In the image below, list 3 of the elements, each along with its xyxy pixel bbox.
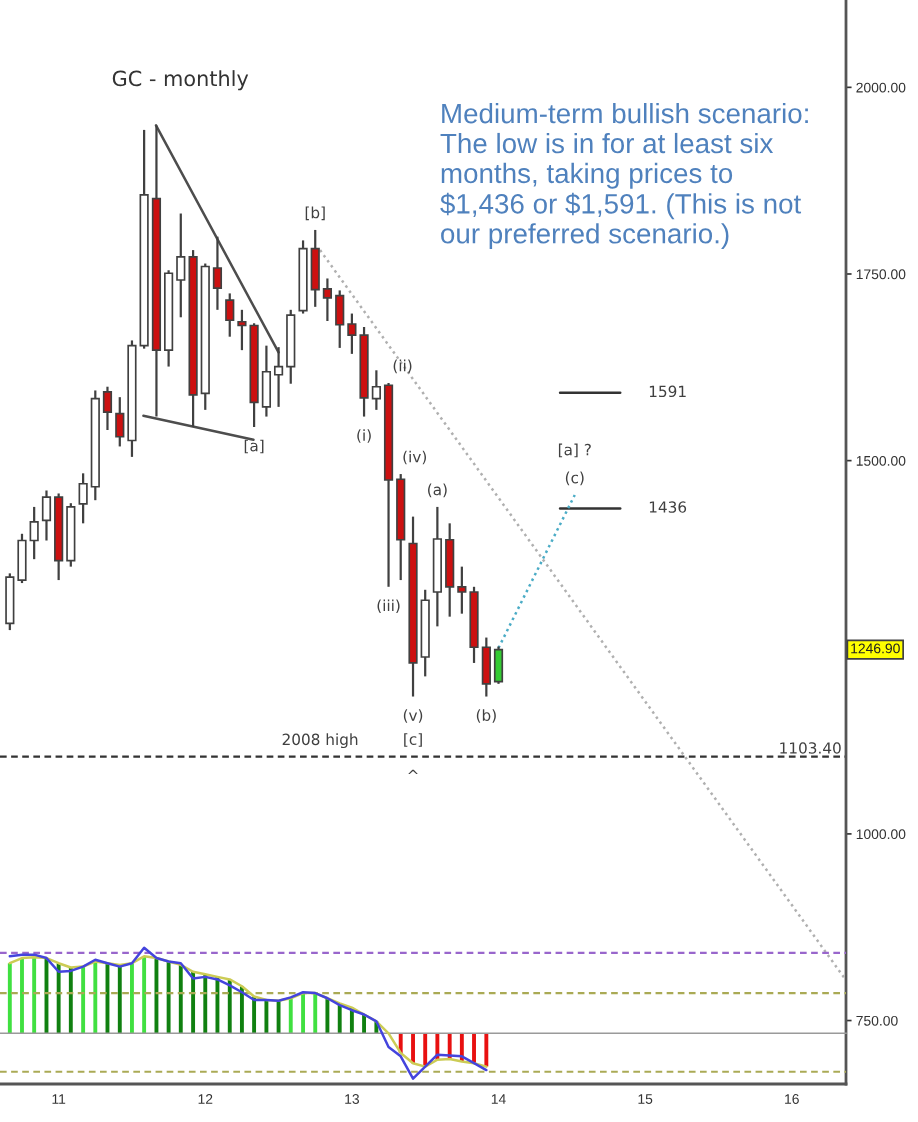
text: GC - monthly: [112, 70, 249, 91]
candlestick: [225, 292, 235, 338]
annotation: Medium-term bullish scenario: The low is in for at least six months, taking prices to $1,436 or $1,591. (This is not our preferred scenario.): [440, 102, 808, 250]
